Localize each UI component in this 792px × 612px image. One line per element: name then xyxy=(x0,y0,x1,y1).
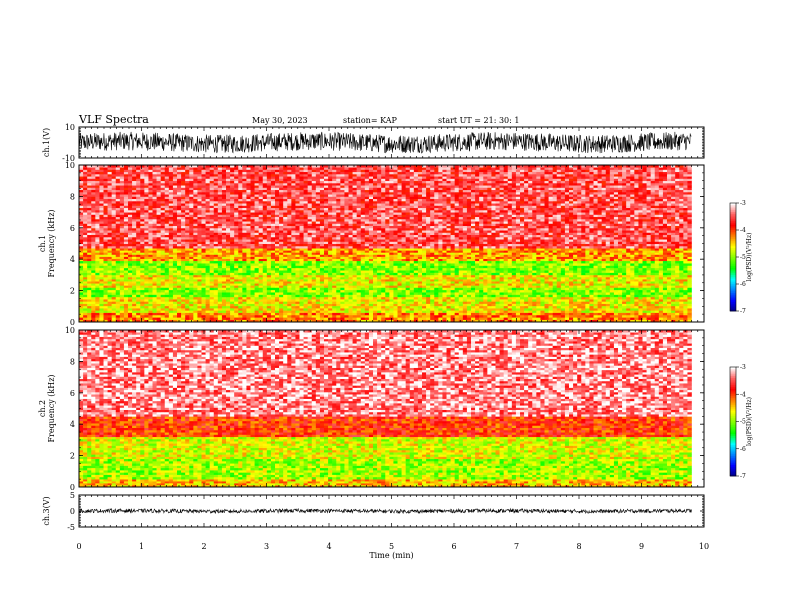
ch1-spectrogram-ytick-1: 2 xyxy=(70,287,75,296)
ch2-spectrogram-colorbar-tick-4: -7 xyxy=(740,473,746,480)
ch1-spectrogram-ylabel-0: ch.1 xyxy=(38,235,47,252)
ch3-waveform-xtick-7: 7 xyxy=(514,542,519,551)
ch2-colorbar: -3 -4 -5 -6 -7 log(PSD)(V²/Hz) xyxy=(729,364,753,480)
ch2-spectrogram-ytick-0: 0 xyxy=(70,483,75,492)
ch1-spectrogram-colorbar-tick-3: -6 xyxy=(740,281,746,288)
ch2-spectrogram-ytick-5: 10 xyxy=(65,326,75,335)
ch1-spectrogram-ytick-4: 8 xyxy=(70,192,75,201)
ch3-waveform-ytick-2: -5 xyxy=(67,523,75,532)
ch2-spectrogram-colorbar-tick-0: -3 xyxy=(740,364,746,371)
figure-station: station= KAP xyxy=(343,116,398,125)
ch2-spectrogram-panel: 0 2 4 6 8 10 ch.2 Frequency (kHz) xyxy=(38,326,705,492)
ch1-spectrogram-ytick-2: 4 xyxy=(70,255,75,264)
ch1-spectrogram-colorbar-tick-4: -7 xyxy=(740,308,746,315)
ch3-waveform-ytick-0: 5 xyxy=(70,491,75,500)
ch2-spectrogram-colorbar-tick-2: -5 xyxy=(740,419,746,426)
ch2-spectrogram-ytick-2: 4 xyxy=(70,420,75,429)
ch3-waveform-xtick-6: 6 xyxy=(451,542,456,551)
ch1-spectrogram-colorbar-label: log(PSD)(V²/Hz) xyxy=(746,233,753,282)
ch1-spectrogram-colorbar-tick-2: -5 xyxy=(740,254,746,261)
ch3-waveform-xtick-0: 0 xyxy=(76,542,81,551)
ch2-spectrogram-ylabel-0: ch.2 xyxy=(38,400,47,417)
figure-start-time: start UT = 21: 30: 1 xyxy=(438,116,519,125)
ch3-waveform-xtick-8: 8 xyxy=(576,542,581,551)
ch1-colorbar: -3 -4 -5 -6 -7 log(PSD)(V²/Hz) xyxy=(729,200,753,315)
ch2-spectrogram-ytick-3: 6 xyxy=(70,389,75,398)
ch3-waveform-xlabel: Time (min) xyxy=(369,551,413,560)
ch1-spectrogram-ytick-3: 6 xyxy=(70,224,75,233)
ch2-spectrogram-ytick-4: 8 xyxy=(70,357,75,366)
ch1-spectrogram-ytick-0: 0 xyxy=(70,318,75,327)
ch1-waveform-ytick-0: 10 xyxy=(65,123,75,132)
ch2-spectrogram-colorbar-label: log(PSD)(V²/Hz) xyxy=(746,397,753,446)
ch2-spectrogram-ytick-1: 2 xyxy=(70,452,75,461)
ch1-spectrogram-panel: 0 2 4 6 8 10 ch.1 Frequency (kHz) xyxy=(38,161,705,327)
ch1-spectrogram-ylabel-1: Frequency (kHz) xyxy=(47,209,56,277)
ch3-waveform-xtick-5: 5 xyxy=(389,542,394,551)
ch3-waveform-xtick-10: 10 xyxy=(699,542,709,551)
ch2-spectrogram-colorbar-tick-1: -4 xyxy=(740,391,746,398)
ch2-spectrogram-ylabel-1: Frequency (kHz) xyxy=(47,374,56,442)
ch1-spectrogram-colorbar-tick-0: -3 xyxy=(740,200,746,207)
ch3-waveform-xtick-1: 1 xyxy=(139,542,144,551)
ch1-waveform-ytick-1: -10 xyxy=(62,154,75,163)
figure-title: VLF Spectra xyxy=(78,113,149,126)
ch1-spectrogram-ytick-5: 10 xyxy=(65,161,75,170)
ch1-waveform-panel: 10 -10 ch.1(V) xyxy=(42,123,705,163)
ch3-waveform-xtick-4: 4 xyxy=(326,542,331,551)
ch2-spectrogram-colorbar-tick-3: -6 xyxy=(740,446,746,453)
figure-date: May 30, 2023 xyxy=(252,116,308,125)
ch1-waveform-ylabel-0: ch.1(V) xyxy=(42,128,51,157)
ch3-waveform-xtick-9: 9 xyxy=(639,542,644,551)
ch3-waveform-xtick-2: 2 xyxy=(201,542,206,551)
ch3-waveform-ytick-1: 0 xyxy=(70,507,75,516)
ch1-spectrogram-colorbar-tick-1: -4 xyxy=(740,227,746,234)
ch3-waveform-panel: 5 0 -5 ch.3(V) 0 1 2 3 4 5 6 7 8 9 10 Time (min) xyxy=(42,491,709,560)
ch3-waveform-xtick-3: 3 xyxy=(264,542,269,551)
ch1-waveform-trace xyxy=(78,131,692,154)
ch3-waveform-trace xyxy=(78,507,692,515)
ch3-waveform-ylabel-0: ch.3(V) xyxy=(42,496,51,525)
